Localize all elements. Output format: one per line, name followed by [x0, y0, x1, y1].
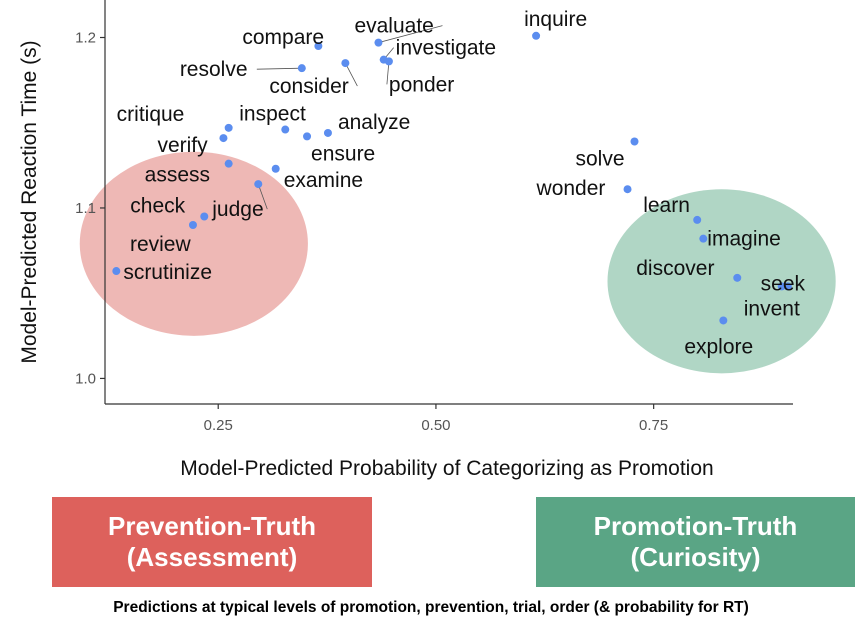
point-inquire [532, 31, 541, 40]
point-label-inspect: inspect [239, 103, 306, 126]
point-learn [693, 215, 702, 224]
point-check [200, 212, 209, 221]
y-tick-label: 1.0 [75, 370, 96, 387]
point-label-learn: learn [643, 194, 690, 217]
prevention-region [79, 151, 308, 336]
point-seek [777, 282, 786, 291]
point-wonder [623, 185, 632, 194]
point-label-assess: assess [145, 164, 210, 187]
point-label-judge: judge [211, 198, 263, 221]
leader-line-consider [345, 62, 358, 87]
highlight-regions [79, 151, 836, 374]
point-label-critique: critique [117, 103, 185, 126]
point-evaluate [374, 38, 383, 47]
point-label-compare: compare [242, 26, 324, 49]
prevention-box-subtitle: (Assessment) [126, 542, 298, 572]
axes [104, 0, 793, 405]
point-label-wonder: wonder [536, 177, 606, 200]
point-analyze [323, 128, 332, 137]
point-consider [341, 59, 350, 68]
point-discover [733, 273, 742, 282]
point-label-examine: examine [284, 169, 363, 192]
point-label-check: check [130, 194, 185, 217]
point-imagine [699, 234, 708, 243]
prevention-box-title: Prevention-Truth [107, 511, 316, 541]
prevention-truth-box: Prevention-Truth (Assessment) [52, 497, 372, 587]
point-label-ponder: ponder [389, 73, 454, 96]
promotion-box-subtitle: (Curiosity) [630, 542, 761, 572]
leader-line-resolve [256, 67, 302, 70]
point-labels: inquire evaluate compare investigate ponder c… [117, 8, 806, 359]
point-judge [254, 180, 263, 189]
x-axis-title: Model-Predicted Probability of Categoriz… [180, 457, 713, 480]
promotion-region [607, 189, 836, 374]
point-label-verify: verify [157, 134, 208, 157]
x-tick-label: 0.75 [639, 417, 668, 434]
point-label-investigate: investigate [396, 37, 496, 60]
point-label-invent: invent [744, 297, 800, 320]
point-compare [314, 42, 323, 51]
point-review [188, 221, 197, 230]
promotion-box-title: Promotion-Truth [593, 511, 798, 541]
point-verify [219, 134, 228, 143]
point-label-analyze: analyze [338, 111, 410, 134]
footnote: Predictions at typical levels of promoti… [113, 599, 749, 616]
ticks: 0.25 0.50 0.75 1.0 1.1 1.2 [75, 30, 668, 434]
point-label-consider: consider [269, 75, 348, 98]
point-explore [719, 316, 728, 325]
point-examine [271, 164, 280, 173]
point-label-review: review [130, 233, 192, 256]
point-assess [224, 159, 233, 168]
point-invent [783, 282, 792, 291]
point-label-scrutinize: scrutinize [123, 261, 212, 284]
scatter-chart: 0.25 0.50 0.75 1.0 1.1 1.2 inquire evaluate com… [18, 0, 836, 480]
y-tick-label: 1.2 [75, 30, 96, 47]
promotion-truth-box: Promotion-Truth (Curiosity) [536, 497, 855, 587]
point-resolve [297, 64, 306, 73]
point-critique [224, 123, 233, 132]
leader-line-evaluate [378, 25, 443, 44]
point-solve [630, 137, 639, 146]
point-inspect [281, 125, 290, 134]
x-tick-label: 0.50 [421, 417, 450, 434]
point-label-resolve: resolve [180, 58, 248, 81]
data-points [112, 31, 792, 325]
y-axis-title: Model-Predicted Reaction Time (s) [18, 40, 41, 363]
point-label-evaluate: evaluate [354, 15, 433, 38]
point-scrutinize [112, 267, 121, 276]
point-label-seek: seek [761, 272, 806, 295]
point-label-explore: explore [684, 335, 753, 358]
point-ensure [303, 132, 312, 141]
leader-line-judge [257, 183, 268, 210]
point-label-ensure: ensure [311, 142, 375, 165]
y-tick-label: 1.1 [75, 200, 96, 217]
point-label-inquire: inquire [524, 8, 587, 31]
point-ponder [384, 57, 393, 66]
point-label-solve: solve [575, 147, 624, 170]
leader-lines [256, 25, 443, 210]
point-label-imagine: imagine [707, 228, 781, 251]
point-label-discover: discover [636, 257, 714, 280]
x-tick-label: 0.25 [204, 417, 233, 434]
